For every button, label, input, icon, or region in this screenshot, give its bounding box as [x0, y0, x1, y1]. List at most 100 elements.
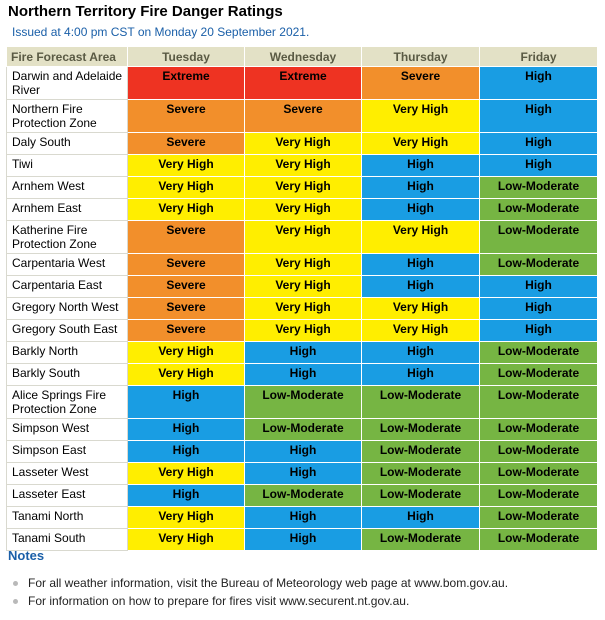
area-name: Alice Springs Fire Protection Zone [6, 385, 128, 419]
rating-cell: Very High [127, 154, 245, 177]
rating-cell: Severe [127, 253, 245, 276]
rating-cell: Low-Moderate [244, 385, 362, 419]
table-row: Carpentaria East Severe Very High High H… [6, 275, 598, 298]
area-name: Arnhem West [6, 176, 128, 199]
column-header-tuesday: Tuesday [127, 46, 245, 67]
rating-cell: High [127, 385, 245, 419]
table-header-row: Fire Forecast Area Tuesday Wednesday Thu… [6, 46, 598, 67]
area-name: Katherine Fire Protection Zone [6, 220, 128, 254]
rating-cell: Very High [127, 462, 245, 485]
area-name: Carpentaria East [6, 275, 128, 298]
note-text: For information on how to prepare for fi… [28, 594, 410, 608]
rating-cell: Very High [127, 198, 245, 221]
area-name: Tiwi [6, 154, 128, 177]
rating-cell: Low-Moderate [361, 462, 480, 485]
rating-cell: Very High [244, 154, 362, 177]
rating-cell: Very High [127, 506, 245, 529]
rating-cell: Low-Moderate [479, 176, 598, 199]
rating-cell: Very High [244, 220, 362, 254]
rating-cell: Low-Moderate [361, 528, 480, 551]
table-row: Lasseter East High Low-Moderate Low-Mode… [6, 484, 598, 507]
rating-cell: Very High [127, 363, 245, 386]
area-name: Darwin and Adelaide River [6, 66, 128, 100]
rating-cell: High [244, 462, 362, 485]
rating-cell: Very High [361, 220, 480, 254]
rating-cell: High [479, 66, 598, 100]
area-name: Barkly North [6, 341, 128, 364]
rating-cell: Severe [127, 220, 245, 254]
rating-cell: High [479, 132, 598, 155]
notes-heading: Notes [8, 548, 45, 563]
rating-cell: Very High [361, 99, 480, 133]
table-row: Tanami South Very High High Low-Moderate… [6, 528, 598, 551]
rating-cell: High [361, 506, 480, 529]
rating-cell: High [479, 154, 598, 177]
table-row: Simpson East High High Low-Moderate Low-… [6, 440, 598, 463]
table-row: Carpentaria West Severe Very High High L… [6, 253, 598, 276]
rating-cell: Very High [244, 275, 362, 298]
area-name: Lasseter West [6, 462, 128, 485]
table-row: Barkly North Very High High High Low-Mod… [6, 341, 598, 364]
rating-cell: Very High [244, 319, 362, 342]
area-name: Simpson East [6, 440, 128, 463]
rating-cell: Very High [127, 528, 245, 551]
table-row: Arnhem West Very High Very High High Low… [6, 176, 598, 199]
rating-cell: Extreme [244, 66, 362, 100]
table-row: Tanami North Very High High High Low-Mod… [6, 506, 598, 529]
rating-cell: High [244, 363, 362, 386]
table-row: Alice Springs Fire Protection Zone High … [6, 385, 598, 419]
rating-cell: High [127, 484, 245, 507]
bullet-icon [13, 581, 18, 586]
table-row: Gregory South East Severe Very High Very… [6, 319, 598, 342]
table-body: Darwin and Adelaide River Extreme Extrem… [6, 66, 598, 551]
rating-cell: Very High [244, 132, 362, 155]
issued-timestamp: Issued at 4:00 pm CST on Monday 20 Septe… [12, 25, 310, 39]
rating-cell: Low-Moderate [479, 462, 598, 485]
rating-cell: Low-Moderate [479, 418, 598, 441]
area-name: Gregory North West [6, 297, 128, 320]
page-title: Northern Territory Fire Danger Ratings [8, 3, 283, 20]
rating-cell: Low-Moderate [479, 484, 598, 507]
note-item: For information on how to prepare for fi… [0, 593, 600, 611]
rating-cell: Extreme [127, 66, 245, 100]
notes-list: For all weather information, visit the B… [0, 575, 600, 611]
area-name: Northern Fire Protection Zone [6, 99, 128, 133]
rating-cell: Low-Moderate [361, 484, 480, 507]
table-row: Gregory North West Severe Very High Very… [6, 297, 598, 320]
rating-cell: Low-Moderate [479, 385, 598, 419]
fire-danger-table: Fire Forecast Area Tuesday Wednesday Thu… [6, 46, 598, 551]
table-row: Lasseter West Very High High Low-Moderat… [6, 462, 598, 485]
rating-cell: High [361, 253, 480, 276]
table-row: Katherine Fire Protection Zone Severe Ve… [6, 220, 598, 254]
rating-cell: Severe [361, 66, 480, 100]
area-name: Daly South [6, 132, 128, 155]
rating-cell: Very High [361, 132, 480, 155]
column-header-wednesday: Wednesday [244, 46, 362, 67]
rating-cell: Low-Moderate [479, 440, 598, 463]
rating-cell: High [479, 319, 598, 342]
area-name: Arnhem East [6, 198, 128, 221]
rating-cell: Low-Moderate [479, 198, 598, 221]
rating-cell: High [479, 297, 598, 320]
rating-cell: High [127, 440, 245, 463]
area-name: Tanami North [6, 506, 128, 529]
note-item: For all weather information, visit the B… [0, 575, 600, 593]
rating-cell: Low-Moderate [244, 418, 362, 441]
rating-cell: Low-Moderate [361, 440, 480, 463]
rating-cell: Very High [127, 176, 245, 199]
rating-cell: Very High [244, 176, 362, 199]
area-name: Barkly South [6, 363, 128, 386]
table-row: Daly South Severe Very High Very High Hi… [6, 132, 598, 155]
rating-cell: Severe [244, 99, 362, 133]
rating-cell: Low-Moderate [479, 220, 598, 254]
rating-cell: High [361, 154, 480, 177]
column-header-thursday: Thursday [361, 46, 480, 67]
rating-cell: Low-Moderate [361, 418, 480, 441]
column-header-friday: Friday [479, 46, 598, 67]
table-row: Tiwi Very High Very High High High [6, 154, 598, 177]
table-row: Barkly South Very High High High Low-Mod… [6, 363, 598, 386]
rating-cell: Low-Moderate [479, 506, 598, 529]
rating-cell: Severe [127, 275, 245, 298]
rating-cell: Low-Moderate [479, 363, 598, 386]
area-name: Carpentaria West [6, 253, 128, 276]
